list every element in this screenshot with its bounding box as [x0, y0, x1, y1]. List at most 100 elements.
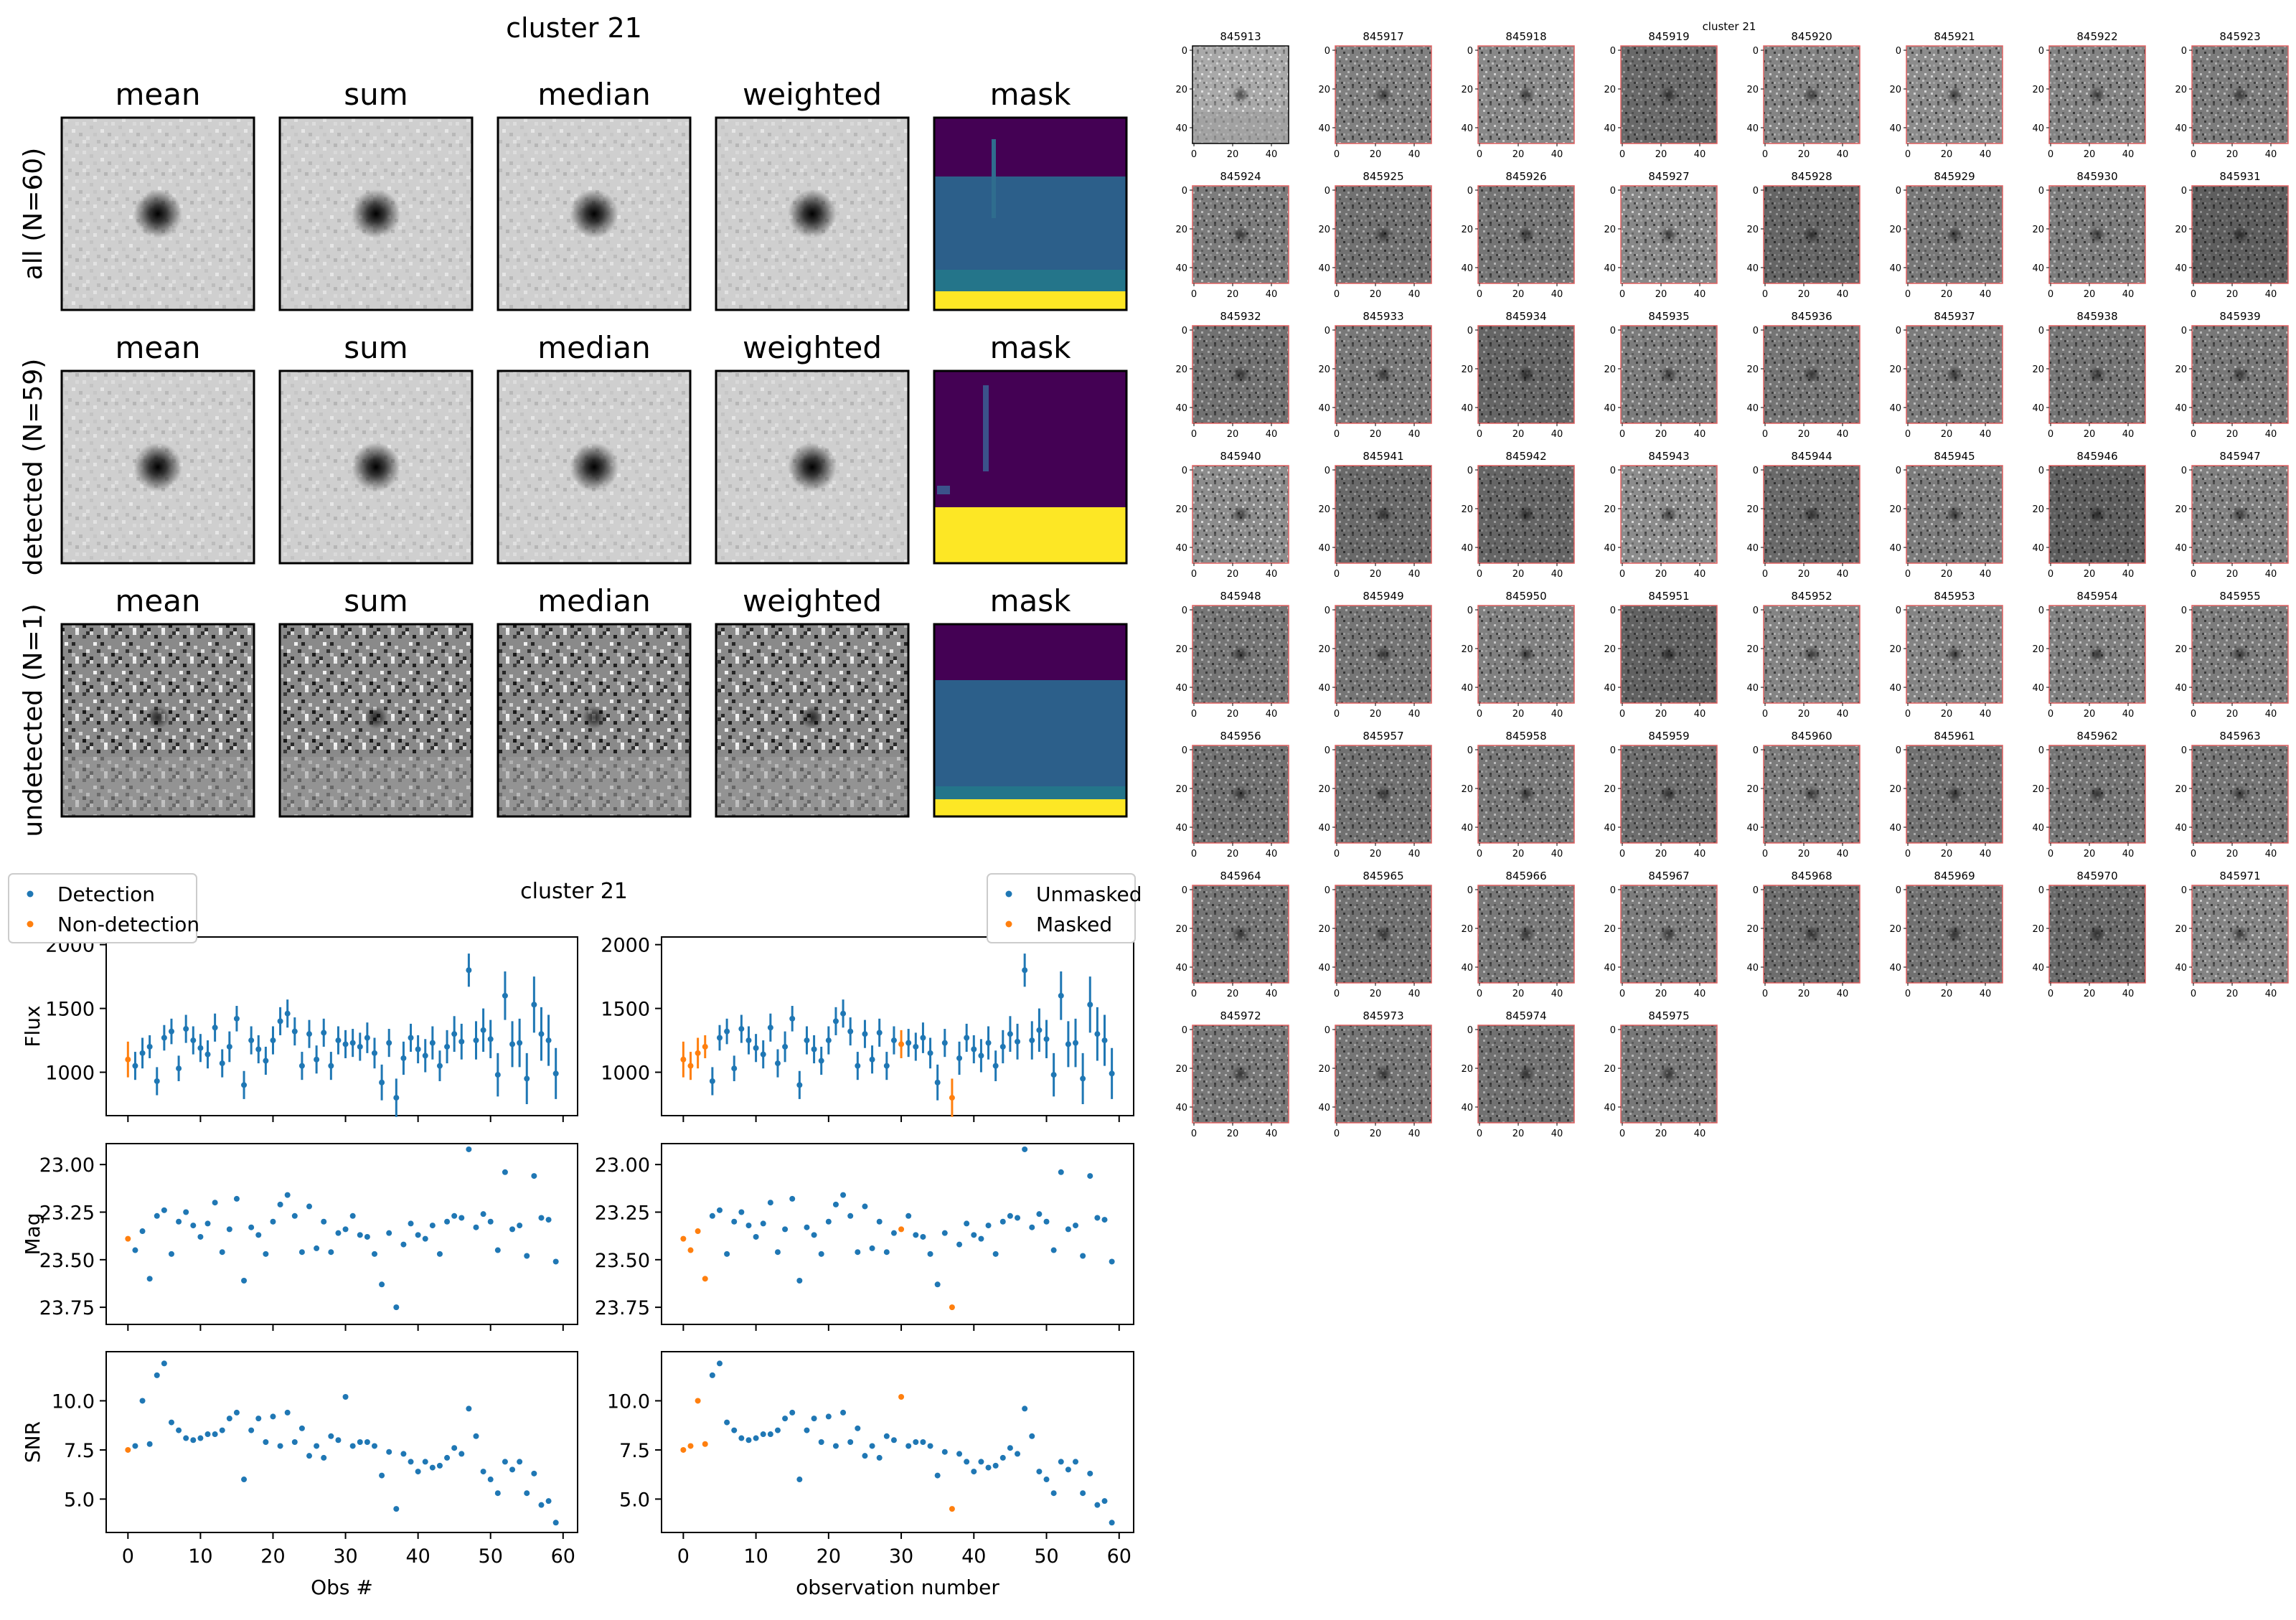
- y-tick-label: 0: [2181, 186, 2187, 197]
- data-point: [357, 1439, 363, 1445]
- data-point: [840, 1409, 847, 1416]
- image-frame: [60, 369, 255, 565]
- source-blob: [1232, 786, 1249, 803]
- y-tick-label: 20: [1318, 225, 1330, 235]
- data-point: [680, 1056, 687, 1063]
- mask-image: [933, 116, 1128, 311]
- data-point: [277, 1018, 283, 1025]
- data-point: [1036, 1469, 1043, 1475]
- x-tick-label: 20: [2226, 709, 2239, 720]
- data-point: [774, 1427, 781, 1433]
- x-tick-label: 20: [817, 1545, 841, 1568]
- x-tick-label: 20: [1512, 149, 1525, 160]
- data-point: [176, 1065, 182, 1072]
- thumbnail-id: 845952: [1791, 590, 1832, 603]
- thumbnail: 845918 0 20 40 0 20 40: [1461, 30, 1575, 160]
- y-tick-label: 20: [2032, 225, 2044, 235]
- data-point: [818, 1058, 824, 1064]
- data-point: [832, 1018, 839, 1025]
- y-tick-label: 40: [1461, 683, 1473, 694]
- data-point: [825, 1218, 832, 1225]
- data-point: [146, 1276, 153, 1282]
- thumbnail-frame: [1906, 605, 2003, 704]
- y-tick-label: 40: [1318, 683, 1330, 694]
- y-tick-label: 23.00: [595, 1154, 650, 1177]
- y-tick-label: 0: [1896, 326, 1901, 336]
- image-frame: [497, 623, 692, 818]
- data-point: [818, 1251, 824, 1257]
- image-frame: [933, 369, 1128, 565]
- x-tick-label: 40: [1408, 289, 1421, 300]
- y-tick-label: 0: [1182, 885, 1187, 896]
- data-point: [1050, 1490, 1057, 1497]
- lightcurve-panel-mag-right: 23.00 23.25 23.50 23.75: [595, 1143, 1134, 1331]
- data-point: [702, 1043, 708, 1050]
- y-tick-label: 0: [1610, 46, 1616, 57]
- data-point: [335, 1437, 342, 1444]
- x-tick-label: 20: [1798, 569, 1810, 580]
- x-tick-label: 40: [1980, 429, 1992, 440]
- y-tick-label: 40: [2032, 963, 2044, 974]
- data-point: [811, 1046, 817, 1052]
- y-tick-label: 40: [1461, 543, 1473, 554]
- y-tick-label: 20: [1318, 85, 1330, 95]
- thumbnail: 845961 0 20 40 0 20 40: [1889, 730, 2003, 860]
- image-frame: [497, 116, 692, 311]
- thumbnail-id: 845942: [1505, 450, 1546, 463]
- x-tick-label: 40: [2265, 849, 2277, 860]
- thumbnail-frame: [1906, 885, 2003, 984]
- y-tick-label: 0: [1182, 46, 1187, 57]
- thumbnail-frame: [1763, 885, 1860, 984]
- stack-image: [715, 623, 910, 818]
- thumbnail-frame: [2048, 885, 2146, 984]
- data-point: [811, 1232, 817, 1238]
- thumbnail-frame: [1763, 325, 1860, 424]
- data-point: [920, 1035, 926, 1041]
- image-frame: [278, 116, 474, 311]
- thumbnail: 845946 0 20 40 0 20 40: [2032, 450, 2146, 580]
- y-tick-label: 0: [1182, 745, 1187, 756]
- thumbnail-id: 845969: [1934, 870, 1975, 882]
- y-tick-label: 0: [1896, 46, 1901, 57]
- data-point: [321, 1454, 327, 1461]
- thumbnail-id: 845920: [1791, 30, 1832, 43]
- data-point: [1087, 1002, 1093, 1008]
- source-blob: [1803, 366, 1820, 383]
- source-blob: [1518, 926, 1535, 943]
- y-tick-label: 20: [2032, 924, 2044, 935]
- y-tick-label: 23.50: [39, 1250, 95, 1272]
- y-tick-label: 40: [1175, 683, 1187, 694]
- stack-title: median: [537, 77, 650, 112]
- y-tick-label: 0: [1610, 186, 1616, 197]
- data-point: [241, 1082, 248, 1088]
- y-tick-label: 0: [1753, 46, 1759, 57]
- y-tick-label: 40: [2032, 403, 2044, 414]
- y-tick-label: 40: [1318, 823, 1330, 834]
- thumbnail-frame: [1620, 1025, 1718, 1124]
- x-tick-label: 20: [1655, 429, 1667, 440]
- lightcurve-title: cluster 21: [520, 879, 628, 904]
- x-tick-label: 50: [479, 1545, 503, 1568]
- data-point: [913, 1439, 919, 1445]
- x-tick-label: 0: [1619, 709, 1625, 720]
- thumbnail-frame: [1763, 45, 1860, 144]
- y-tick-label: 40: [1889, 823, 1901, 834]
- x-tick-label: 40: [1408, 849, 1421, 860]
- data-point: [862, 1031, 868, 1037]
- data-point: [415, 1232, 421, 1238]
- thumbnail: 845933 0 20 40 0 20 40: [1318, 310, 1432, 440]
- data-point: [1065, 1466, 1071, 1473]
- thumbnail-frame: [1906, 745, 2003, 844]
- y-tick-label: 40: [1461, 123, 1473, 134]
- thumbnail: 845919 0 20 40 0 20 40: [1604, 30, 1718, 160]
- x-tick-label: 0: [2048, 429, 2053, 440]
- source-blob: [1232, 506, 1249, 523]
- y-tick-label: 0: [1467, 326, 1473, 336]
- thumbnail-id: 845937: [1934, 310, 1975, 323]
- x-tick-label: 20: [1655, 289, 1667, 300]
- x-tick-label: 10: [188, 1545, 212, 1568]
- data-point: [782, 1416, 789, 1422]
- y-tick-label: 40: [1318, 1103, 1330, 1113]
- mask-image: [933, 369, 1128, 565]
- thumbnail-id: 845944: [1791, 450, 1832, 463]
